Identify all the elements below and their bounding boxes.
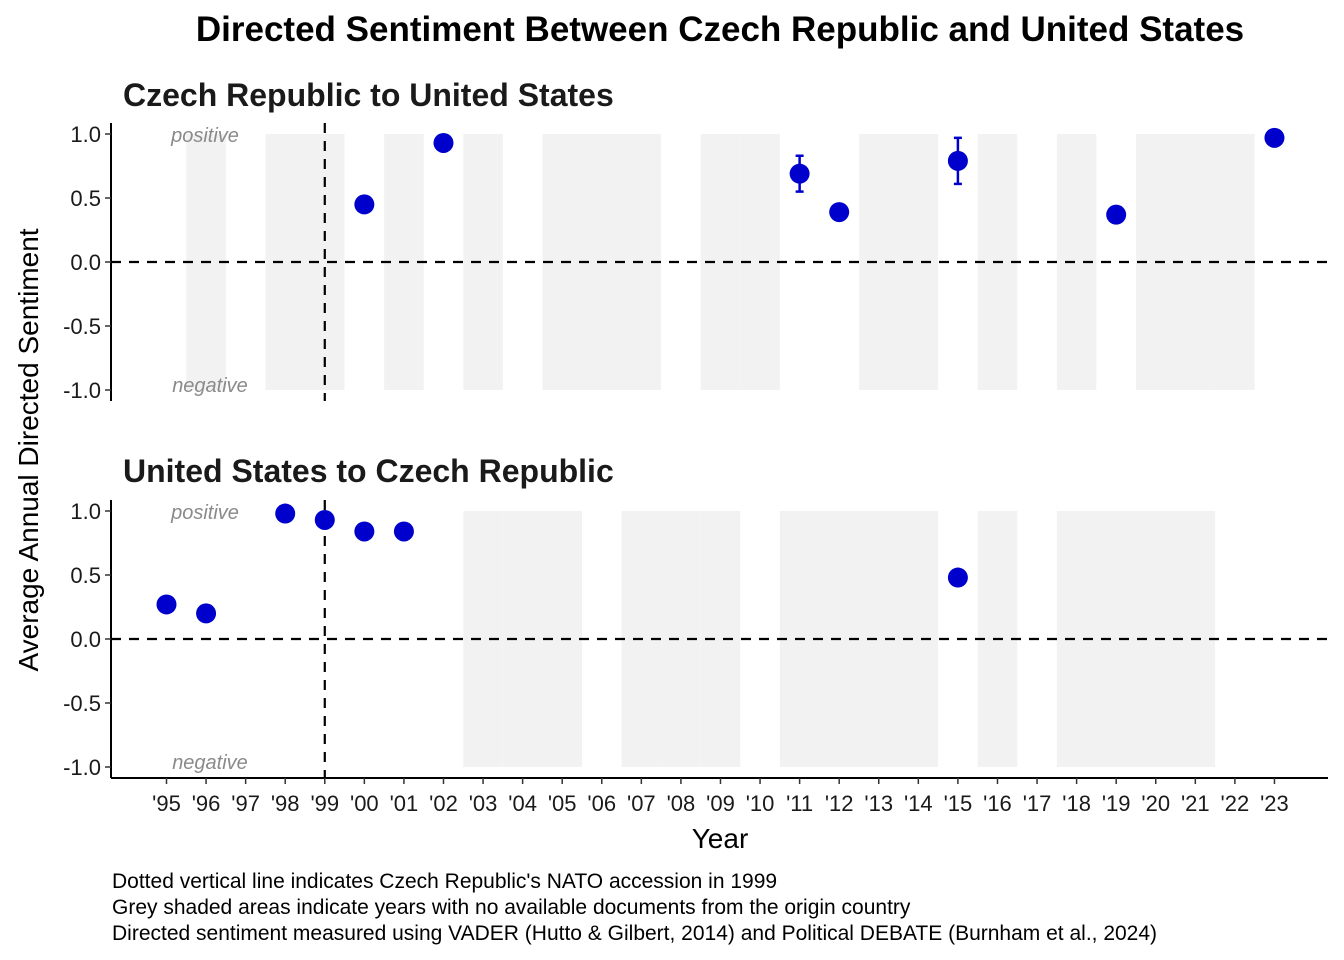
y-tick-label: 0.5 <box>70 186 101 211</box>
chart-title: Directed Sentiment Between Czech Republi… <box>196 10 1244 49</box>
data-point-2012 <box>829 202 850 223</box>
x-tick-label: '23 <box>1260 791 1289 816</box>
x-tick-label: '21 <box>1181 791 1210 816</box>
panel-title-us-to-cz: United States to Czech Republic <box>123 453 614 489</box>
x-tick-label: '01 <box>390 791 419 816</box>
negative-label: negative <box>172 375 248 397</box>
y-tick-label: 0.5 <box>70 563 101 588</box>
negative-label: negative <box>172 752 248 774</box>
x-tick-label: '07 <box>627 791 656 816</box>
data-point-1998 <box>275 503 296 524</box>
x-tick-label: '17 <box>1023 791 1052 816</box>
x-axis-ticks: '95 '96 '97 '98 '99 '00 '01 '02 '03 '04 '05 '06 '07 '… <box>152 778 1289 816</box>
data-point-1996 <box>196 603 217 624</box>
data-point-1995 <box>156 594 177 615</box>
positive-label: positive <box>170 125 239 147</box>
x-tick-label: '09 <box>706 791 735 816</box>
x-tick-label: '04 <box>508 791 537 816</box>
data-point-2019 <box>1106 204 1127 225</box>
x-tick-label: '98 <box>271 791 300 816</box>
x-tick-label: '00 <box>350 791 379 816</box>
x-tick-label: '15 <box>944 791 973 816</box>
x-tick-label: '20 <box>1141 791 1170 816</box>
positive-label: positive <box>170 502 239 524</box>
y-tick-label: 0.0 <box>70 250 101 275</box>
x-tick-label: '05 <box>548 791 577 816</box>
x-tick-label: '11 <box>786 791 813 816</box>
x-tick-label: '19 <box>1102 791 1131 816</box>
data-point-1999 <box>314 509 335 530</box>
data-point-2002 <box>433 132 454 153</box>
x-tick-label: '97 <box>231 791 260 816</box>
note-method: Directed sentiment measured using VADER … <box>112 922 1157 945</box>
y-tick-label: 1.0 <box>70 499 101 524</box>
x-tick-label: '95 <box>152 791 181 816</box>
x-tick-label: '18 <box>1062 791 1091 816</box>
note-shading: Grey shaded areas indicate years with no… <box>112 896 911 919</box>
x-tick-label: '02 <box>429 791 458 816</box>
data-point-2011 <box>789 163 810 184</box>
y-tick-label: -1.0 <box>63 378 101 403</box>
x-tick-label: '08 <box>667 791 696 816</box>
panel-title-cz-to-us: Czech Republic to United States <box>123 77 614 113</box>
x-tick-label: '14 <box>904 791 933 816</box>
x-tick-label: '12 <box>825 791 854 816</box>
panel-cz-to-us: positive negative 1.0 0.5 0.0 -0.5 -1.0 <box>63 122 1328 403</box>
x-tick-label: '99 <box>310 791 339 816</box>
x-tick-label: '13 <box>864 791 893 816</box>
data-point-2000 <box>354 194 375 215</box>
data-point-2001 <box>393 521 414 542</box>
y-tick-label: -0.5 <box>63 314 101 339</box>
y-axis-label: Average Annual Directed Sentiment <box>13 228 44 671</box>
x-tick-label: '10 <box>746 791 775 816</box>
y-tick-label: -1.0 <box>63 755 101 780</box>
x-tick-label: '22 <box>1221 791 1250 816</box>
x-tick-label: '06 <box>587 791 616 816</box>
x-tick-label: '96 <box>192 791 221 816</box>
data-point-2000 <box>354 521 375 542</box>
panel-us-to-cz: positive negative 1.0 0.5 0.0 -0.5 -1.0 <box>63 499 1328 780</box>
data-point-2015 <box>947 150 968 171</box>
y-tick-label: 1.0 <box>70 122 101 147</box>
data-point-2023 <box>1264 127 1285 148</box>
x-axis-label: Year <box>692 823 749 854</box>
data-point-2015 <box>947 567 968 588</box>
x-tick-label: '03 <box>469 791 498 816</box>
y-tick-label: 0.0 <box>70 627 101 652</box>
note-nato: Dotted vertical line indicates Czech Rep… <box>112 870 777 893</box>
x-tick-label: '16 <box>983 791 1012 816</box>
y-tick-label: -0.5 <box>63 691 101 716</box>
